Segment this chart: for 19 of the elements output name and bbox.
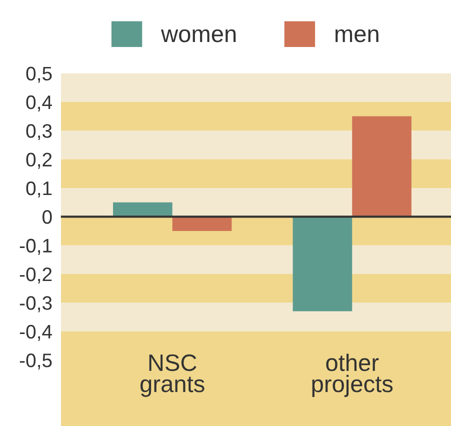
y-tick-label: -0,3 [20, 296, 52, 312]
bar [113, 202, 172, 217]
y-tick-label: -0,1 [20, 238, 52, 255]
y-tick-label: 0,3 [26, 124, 52, 140]
y-tick-label: -0,5 [20, 354, 52, 370]
y-tick-label: 0,5 [26, 66, 52, 83]
y-tick-label: 0,1 [26, 181, 52, 198]
bar [172, 216, 232, 231]
bar [352, 116, 412, 217]
y-tick-label: -0,4 [20, 324, 52, 341]
x-tick-label: other projects [312, 354, 393, 397]
x-tick-label: NSC grants [140, 354, 204, 397]
y-tick-label: 0,4 [26, 95, 52, 112]
y-tick-label: 0 [42, 210, 52, 224]
y-tick-label: 0,2 [26, 152, 52, 169]
bar [292, 216, 352, 312]
y-tick-label: -0,2 [20, 267, 52, 284]
legend-label: men [336, 29, 378, 42]
legend-label: women [161, 29, 236, 42]
